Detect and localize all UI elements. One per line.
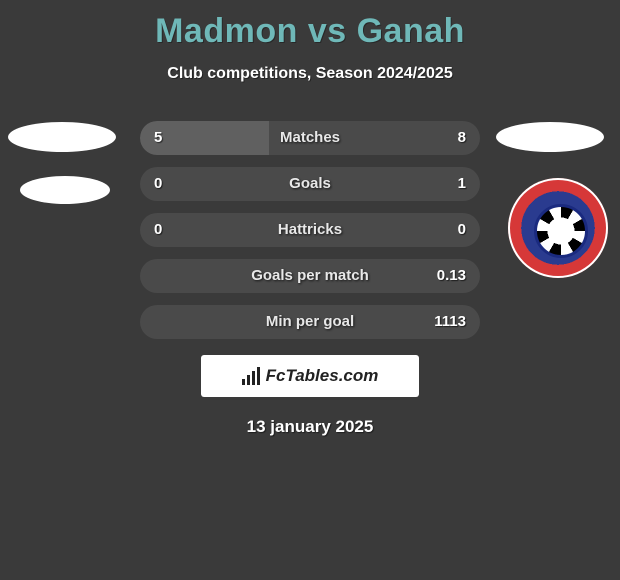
player1-logo-bottom: [20, 176, 110, 204]
stat-label: Hattricks: [140, 213, 480, 247]
player2-club-badge: [508, 178, 608, 278]
player2-logo-top: [496, 122, 604, 152]
stat-value-left: 5: [154, 121, 162, 155]
stat-value-right: 1113: [434, 305, 466, 339]
barchart-icon: [242, 367, 260, 385]
stat-value-right: 8: [458, 121, 466, 155]
stat-row: Goals per match 0.13: [140, 259, 480, 293]
fctables-label: FcTables.com: [266, 366, 379, 386]
stat-row: Min per goal 1113: [140, 305, 480, 339]
stat-value-right: 0.13: [437, 259, 466, 293]
stat-row: 0 Goals 1: [140, 167, 480, 201]
player1-logo-top: [8, 122, 116, 152]
stat-row: 0 Hattricks 0: [140, 213, 480, 247]
comparison-card: Madmon vs Ganah Club competitions, Seaso…: [0, 0, 620, 580]
stat-value-right: 0: [458, 213, 466, 247]
subtitle: Club competitions, Season 2024/2025: [0, 65, 620, 83]
date-label: 13 january 2025: [0, 417, 620, 437]
fctables-watermark[interactable]: FcTables.com: [201, 355, 419, 397]
stat-value-left: 0: [154, 213, 162, 247]
stat-value-right: 1: [458, 167, 466, 201]
stat-row: 5 Matches 8: [140, 121, 480, 155]
stat-label: Min per goal: [140, 305, 480, 339]
page-title: Madmon vs Ganah: [0, 0, 620, 51]
stat-label: Goals: [140, 167, 480, 201]
stat-value-left: 0: [154, 167, 162, 201]
stat-label: Matches: [140, 121, 480, 155]
stat-label: Goals per match: [140, 259, 480, 293]
